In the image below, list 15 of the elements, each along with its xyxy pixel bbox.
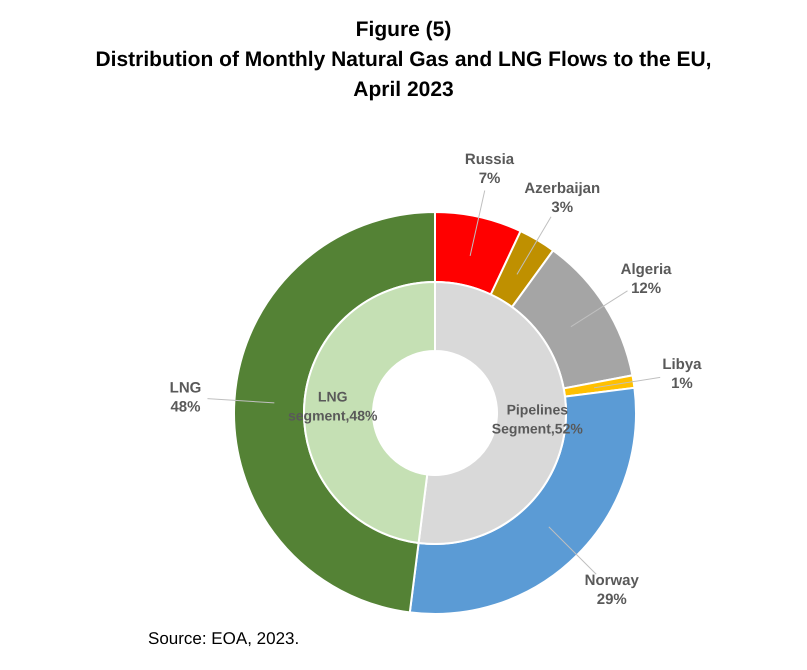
- slice-label: Russia: [464, 151, 515, 168]
- chart-subtitle: Distribution of Monthly Natural Gas and LNG Flows to the EU, April 2023: [95, 48, 712, 101]
- slice-label: Norway: [584, 572, 640, 589]
- data-label: 29%: [596, 590, 627, 608]
- data-label: 3%: [551, 198, 574, 216]
- slice-label: LNG: [170, 379, 202, 396]
- data-label: 12%: [631, 280, 662, 298]
- data-label: 48%: [170, 398, 201, 416]
- slice-label: Libya: [662, 356, 702, 373]
- data-label: 7%: [478, 170, 500, 188]
- slice-label: Azerbaijan: [524, 180, 600, 197]
- data-label: 1%: [671, 374, 693, 392]
- slice-label: Algeria: [620, 261, 672, 278]
- source-note: Source: EOA, 2023.: [148, 629, 300, 648]
- chart-title: Figure (5): [356, 18, 452, 41]
